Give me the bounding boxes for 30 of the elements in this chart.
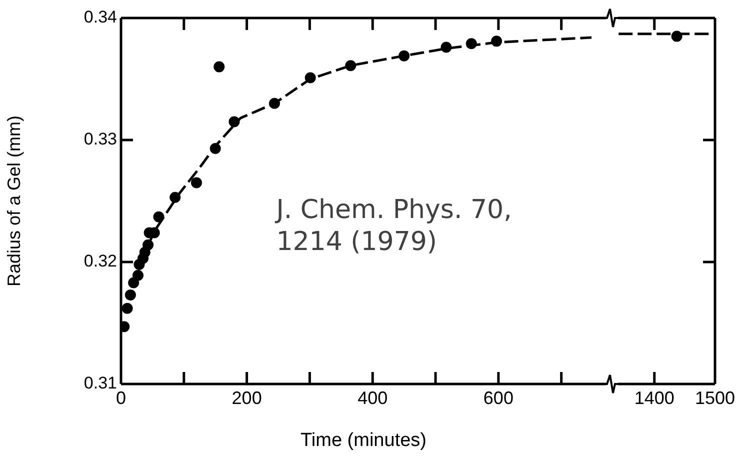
- point: [398, 50, 410, 62]
- point: [153, 211, 164, 222]
- point: [491, 36, 502, 47]
- y-tick-label: 0.31: [84, 374, 117, 393]
- y-tick-label: 0.33: [84, 130, 117, 149]
- point: [466, 38, 477, 50]
- y-tick-label: 0.34: [84, 8, 117, 27]
- x-tick-label: 200: [232, 388, 262, 408]
- point: [190, 177, 202, 188]
- point: [440, 42, 452, 53]
- x-tick-label: 600: [483, 388, 514, 408]
- x-tick-label: 400: [358, 388, 388, 408]
- x-tick-label: 1400: [634, 388, 674, 408]
- annotation: J. Chem. Phys. 70, 1214 (1979): [276, 194, 513, 258]
- point: [170, 192, 181, 203]
- point: [132, 270, 144, 281]
- point: [304, 72, 316, 84]
- point: [142, 239, 154, 250]
- point: [124, 289, 136, 300]
- x-tick-label: 0: [116, 388, 126, 408]
- y-axis-title: Radius of a Gel (mm): [4, 115, 24, 287]
- point: [214, 61, 225, 72]
- point: [268, 98, 280, 109]
- point: [122, 302, 133, 314]
- x-tick-label: 1500: [694, 388, 736, 408]
- point: [345, 60, 356, 72]
- y-tick-label: 0.32: [84, 252, 117, 271]
- point: [210, 143, 221, 154]
- point: [228, 116, 240, 128]
- x-axis-title: Time (minutes): [300, 430, 426, 451]
